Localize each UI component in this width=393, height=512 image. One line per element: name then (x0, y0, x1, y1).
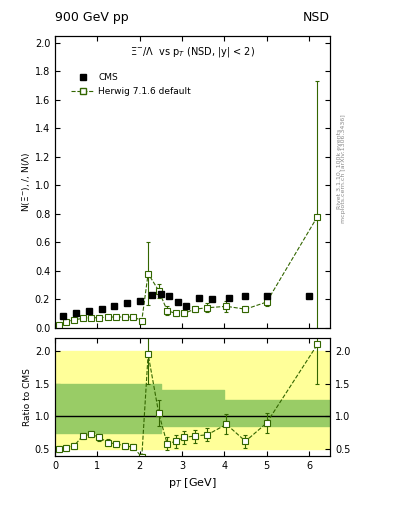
Legend: CMS, Herwig 7.1.6 default: CMS, Herwig 7.1.6 default (68, 70, 195, 99)
Text: $\Xi^{-}/\Lambda$  vs p$_{T}$ (NSD, |y| < 2): $\Xi^{-}/\Lambda$ vs p$_{T}$ (NSD, |y| <… (130, 45, 255, 58)
Text: mcplots.cern.ch [arXiv:1306.3436]: mcplots.cern.ch [arXiv:1306.3436] (342, 115, 346, 223)
Text: NSD: NSD (303, 11, 330, 24)
Y-axis label: N($\Xi^{-}$), /, N($\Lambda$): N($\Xi^{-}$), /, N($\Lambda$) (20, 152, 32, 212)
Y-axis label: Ratio to CMS: Ratio to CMS (23, 368, 32, 426)
Text: 900 GeV pp: 900 GeV pp (55, 11, 129, 24)
X-axis label: p$_{T}$ [GeV]: p$_{T}$ [GeV] (168, 476, 217, 490)
Text: Rivet 3.1.10, 100k events: Rivet 3.1.10, 100k events (336, 129, 341, 209)
